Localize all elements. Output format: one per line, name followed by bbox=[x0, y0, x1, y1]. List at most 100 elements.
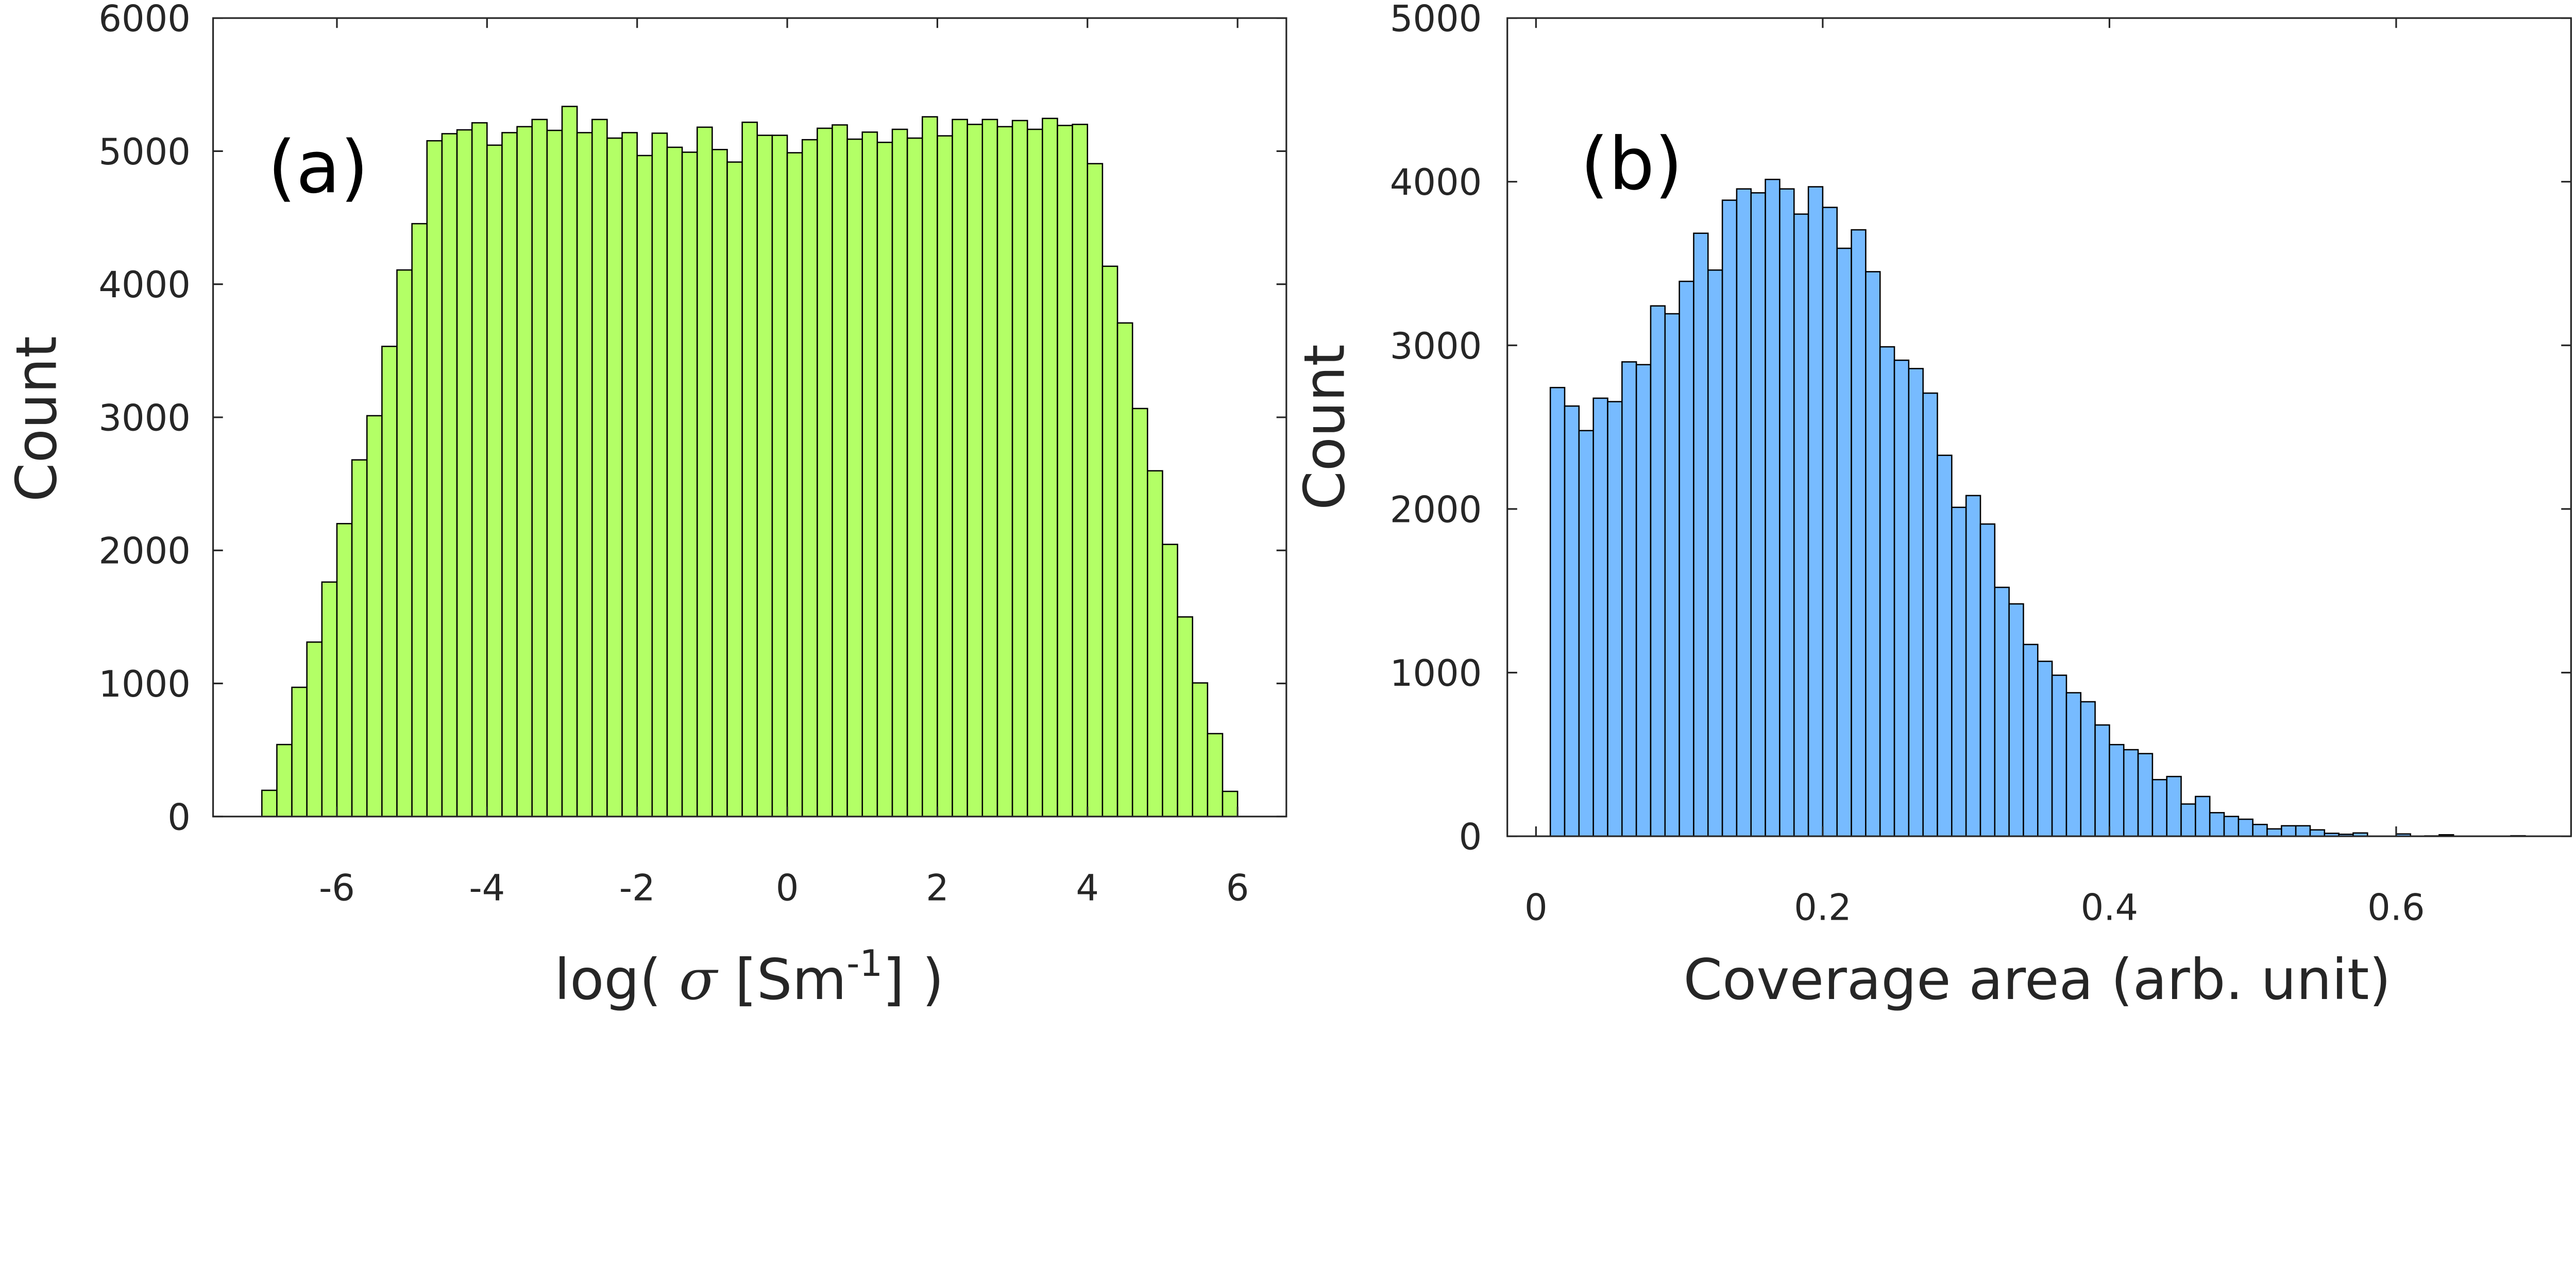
bar bbox=[261, 789, 278, 818]
xlabel-sup: -1 bbox=[846, 942, 883, 985]
bar bbox=[1707, 269, 1723, 837]
bar bbox=[561, 106, 578, 818]
bar bbox=[2281, 825, 2297, 837]
bar bbox=[2080, 701, 2096, 837]
bar bbox=[2151, 779, 2167, 837]
bar bbox=[1851, 229, 1867, 837]
x-tick-label: -6 bbox=[319, 867, 355, 909]
panel-a-ylabel: Count bbox=[4, 336, 69, 502]
bar bbox=[1679, 280, 1694, 837]
bar bbox=[1131, 408, 1148, 818]
bar bbox=[2295, 825, 2311, 837]
bar bbox=[441, 133, 458, 818]
bar bbox=[981, 119, 998, 818]
bar bbox=[2109, 743, 2125, 837]
bar bbox=[1650, 305, 1666, 837]
x-tick-label: 0 bbox=[776, 867, 799, 909]
bar bbox=[711, 148, 728, 818]
y-tick-label: 2000 bbox=[98, 530, 191, 572]
bar bbox=[1750, 192, 1766, 837]
bar bbox=[651, 132, 668, 818]
bar bbox=[1822, 207, 1838, 837]
bar bbox=[1965, 495, 1981, 837]
bar bbox=[666, 146, 683, 818]
bar bbox=[396, 269, 413, 818]
panel-a: (a) Count log( σ [Sm-1] ) -6 -4 -2 0 2 4 6 0 100… bbox=[4, 0, 1287, 1012]
bars bbox=[261, 106, 1239, 818]
y-tick-label: 0 bbox=[1459, 816, 1482, 858]
bar bbox=[1951, 506, 1967, 837]
bar bbox=[426, 140, 443, 818]
bar bbox=[1057, 125, 1073, 818]
bar bbox=[1635, 364, 1652, 837]
bar bbox=[1192, 682, 1209, 818]
bar bbox=[1549, 386, 1566, 837]
bar bbox=[1222, 790, 1239, 818]
bar bbox=[937, 135, 953, 818]
bar bbox=[1865, 271, 1881, 837]
bar bbox=[2223, 816, 2240, 837]
y-tick-label: 6000 bbox=[98, 0, 191, 40]
bar bbox=[636, 155, 653, 818]
x-tick-label: 0.2 bbox=[1794, 887, 1852, 929]
bar bbox=[606, 137, 623, 818]
bar bbox=[906, 137, 923, 818]
bar bbox=[2008, 603, 2024, 837]
figure: (a) Count log( σ [Sm-1] ) -6 -4 -2 0 2 4 6 0 100… bbox=[4, 0, 2572, 1012]
bar bbox=[1011, 120, 1028, 818]
bar bbox=[2065, 692, 2082, 837]
bar bbox=[861, 131, 878, 818]
bar bbox=[321, 581, 338, 818]
bar bbox=[1162, 544, 1178, 818]
y-tick-label: 1000 bbox=[98, 663, 191, 705]
bar bbox=[291, 686, 308, 818]
y-tick-label: 4000 bbox=[98, 264, 191, 306]
bar bbox=[1026, 128, 1043, 818]
x-tick-label: 0.6 bbox=[2367, 887, 2425, 929]
bar bbox=[891, 128, 908, 818]
bar bbox=[1592, 397, 1608, 837]
bar bbox=[2252, 823, 2268, 837]
bar bbox=[1177, 616, 1193, 818]
bar bbox=[1779, 188, 1795, 837]
xlabel-unit: [Sm bbox=[717, 947, 846, 1012]
bar bbox=[1087, 163, 1104, 818]
bar bbox=[1721, 199, 1738, 837]
bar bbox=[1765, 178, 1781, 837]
xlabel-post: ] ) bbox=[883, 947, 944, 1012]
bar bbox=[591, 119, 608, 818]
bar bbox=[486, 144, 503, 818]
bar bbox=[1578, 430, 1594, 837]
bar bbox=[801, 139, 818, 818]
bar bbox=[411, 223, 428, 818]
bar bbox=[681, 151, 698, 818]
bar bbox=[2166, 775, 2182, 837]
bar bbox=[1922, 392, 1938, 837]
bar bbox=[1879, 346, 1895, 837]
bar bbox=[2123, 749, 2139, 837]
bar bbox=[1994, 586, 2010, 837]
bar bbox=[967, 124, 984, 818]
bar bbox=[696, 126, 713, 818]
bar bbox=[771, 134, 788, 818]
bar bbox=[621, 132, 638, 818]
bar bbox=[1736, 188, 1752, 837]
bar bbox=[1937, 454, 1953, 837]
bar bbox=[921, 116, 938, 818]
bar bbox=[2238, 818, 2253, 837]
x-tick-label: 6 bbox=[1226, 867, 1249, 909]
bar bbox=[1979, 523, 1996, 837]
y-tick-label: 3000 bbox=[1390, 325, 1482, 367]
y-tick-label: 0 bbox=[167, 796, 191, 838]
panel-b: (b) Count Coverage area (arb. unit) 0 0.2… bbox=[1292, 0, 2572, 1012]
bar bbox=[456, 129, 473, 818]
bar bbox=[2195, 796, 2211, 837]
bar bbox=[1836, 247, 1852, 837]
bar bbox=[576, 132, 593, 818]
bar bbox=[2137, 753, 2154, 837]
panel-a-xlabel: log( σ [Sm-1] ) bbox=[554, 942, 944, 1012]
y-tick-label: 4000 bbox=[1390, 161, 1482, 204]
bar bbox=[952, 119, 968, 818]
bar bbox=[381, 346, 398, 818]
panel-b-ylabel: Count bbox=[1292, 344, 1357, 510]
